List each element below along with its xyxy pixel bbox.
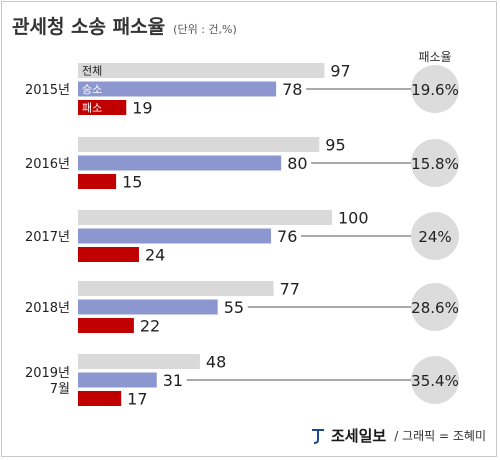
category-label: 2017년 [25,230,70,245]
bar-패소 [78,100,127,115]
bar-전체 [78,210,332,225]
loss-rate-circle [411,356,459,404]
value-label: 97 [330,62,350,81]
value-label: 22 [140,317,160,336]
loss-rate-circle [411,65,459,113]
logo-text: 조세일보 [331,427,387,445]
bar-승소 [78,81,277,97]
series-label: 승소 [82,83,102,96]
value-label: 31 [163,371,183,390]
category-label: 2019년 [25,366,70,381]
footer: 조세일보 / 그래픽 = 조혜미 [309,425,486,446]
bar-승소 [78,372,157,388]
loss-rate-label: 24% [418,228,451,246]
value-label: 95 [325,136,345,155]
title-block: 관세청 소송 패소율 (단위 : 건,%) [12,12,237,39]
category-label: 2015년 [25,83,70,98]
category-label: 2018년 [25,301,70,316]
value-label: 17 [127,390,147,409]
value-label: 55 [224,298,244,317]
series-label: 패소 [82,102,102,115]
bar-패소 [78,174,117,189]
bar-패소 [78,318,134,333]
loss-rate-circle [411,283,459,331]
value-label: 48 [206,353,226,372]
value-label: 76 [277,227,297,246]
loss-rate-header: 패소율 [418,50,452,64]
value-label: 77 [280,280,300,299]
value-label: 100 [338,209,369,228]
bar-패소 [78,391,122,406]
loss-rate-circle [411,212,459,260]
unit-label: (단위 : 건,%) [173,23,237,36]
graphic-credit: / 그래픽 = 조혜미 [394,429,486,443]
loss-rate-label: 28.6% [411,299,459,317]
value-label: 78 [282,80,302,99]
loss-rate-label: 15.8% [411,155,459,173]
bar-전체 [78,281,274,296]
series-label: 전체 [82,65,102,78]
value-label: 80 [287,154,307,173]
category-label: 2016년 [25,157,70,172]
chart-title: 관세청 소송 패소율 [12,16,166,38]
bar-승소 [78,299,218,315]
loss-rate-circle [411,139,459,187]
bar-전체 [78,63,325,78]
loss-rate-label: 19.6% [411,81,459,99]
bar-승소 [78,228,272,244]
bar-전체 [78,354,200,369]
value-label: 19 [132,99,152,118]
bar-패소 [78,247,139,262]
value-label: 24 [145,246,165,265]
bar-승소 [78,155,282,171]
bar-전체 [78,137,320,152]
loss-rate-label: 35.4% [411,372,459,390]
logo-icon [312,428,324,444]
category-label: 7월 [50,382,70,397]
value-label: 15 [122,173,142,192]
